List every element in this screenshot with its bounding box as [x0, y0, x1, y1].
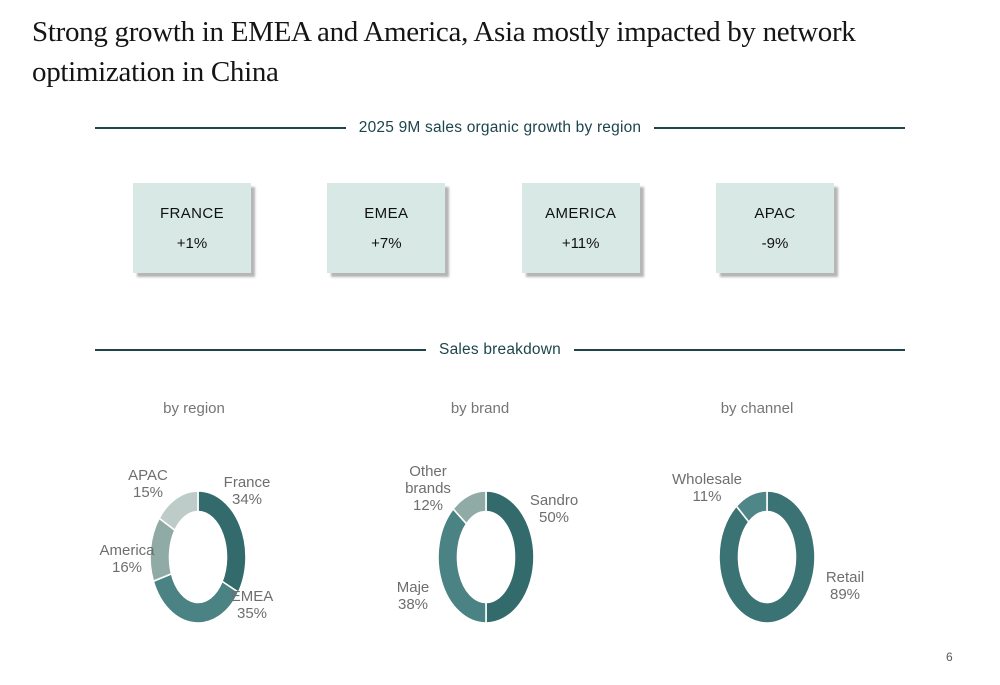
growth-box-france: FRANCE +1%: [133, 183, 251, 273]
donut-label-wholesale: Wholesale 11%: [672, 471, 742, 505]
donut-label-france: France 34%: [224, 474, 271, 508]
donut-label-text: America: [99, 542, 155, 559]
donut-label-text: Maje: [396, 579, 430, 596]
donut-label-sandro: Sandro 50%: [530, 492, 578, 526]
donut-slice-wholesale: [735, 490, 768, 524]
growth-boxes-row: FRANCE +1% EMEA +7% AMERICA +11% APAC -9…: [133, 183, 834, 273]
donut-label-pct: 89%: [829, 586, 861, 603]
growth-box-region-label: EMEA: [364, 204, 409, 222]
growth-box-value: +7%: [371, 234, 402, 252]
donut-slice-maje: [437, 507, 487, 624]
donut-chart-by-region: [149, 490, 247, 624]
growth-box-region-label: FRANCE: [159, 204, 225, 222]
growth-box-america: AMERICA +11%: [521, 183, 640, 273]
donut-label-text: France: [223, 474, 271, 491]
chart-subtitle-by-brand: by brand: [450, 400, 510, 417]
growth-box-value: +1%: [176, 234, 208, 252]
growth-box-apac: APAC -9%: [715, 183, 834, 273]
donut-label-text: Wholesale: [671, 471, 743, 488]
donut-label-pct: 11%: [692, 488, 722, 505]
section-header-growth: 2025 9M sales organic growth by region: [95, 119, 906, 137]
divider-line-right: [573, 349, 906, 351]
divider-line-left: [95, 349, 427, 351]
donut-label-retail: Retail 89%: [826, 569, 864, 603]
growth-box-emea: EMEA +7%: [327, 183, 446, 273]
donut-label-emea: EMEA 35%: [231, 588, 274, 622]
donut-label-pct: 16%: [111, 559, 143, 576]
donut-slice-sandro: [485, 490, 535, 624]
donut-label-america: America 16%: [99, 542, 154, 576]
donut-label-text: EMEA: [230, 588, 274, 605]
growth-box-region-label: APAC: [754, 204, 796, 222]
section-header-breakdown: Sales breakdown: [95, 341, 906, 359]
donut-slice-retail: [718, 490, 816, 624]
donut-label-text: Other brands: [405, 463, 451, 497]
growth-box-value: +11%: [561, 234, 600, 252]
donut-label-maje: Maje 38%: [397, 579, 430, 613]
donut-label-pct: 38%: [397, 596, 429, 613]
growth-box-region-label: AMERICA: [545, 204, 617, 222]
donut-label-text: Sandro: [529, 492, 579, 509]
donut-label-pct: 12%: [412, 497, 444, 514]
donut-label-apac: APAC 15%: [128, 467, 168, 501]
section-header-growth-label: 2025 9M sales organic growth by region: [358, 119, 642, 136]
section-header-breakdown-label: Sales breakdown: [439, 341, 561, 358]
chart-subtitle-by-region: by region: [163, 400, 225, 417]
donut-label-pct: 35%: [236, 605, 268, 622]
donut-label-pct: 50%: [538, 509, 570, 526]
donut-label-other-brands: Other brands 12%: [397, 463, 459, 514]
divider-line-right: [654, 127, 906, 129]
divider-line-left: [95, 127, 346, 129]
chart-subtitle-by-channel: by channel: [720, 400, 794, 417]
donut-label-pct: 34%: [231, 491, 263, 508]
donut-chart-by-brand: [437, 490, 535, 624]
slide-title: Strong growth in EMEA and America, Asia …: [32, 16, 856, 89]
donut-slice-apac: [158, 490, 199, 532]
growth-box-value: -9%: [761, 234, 789, 252]
donut-label-pct: 15%: [132, 484, 164, 501]
donut-chart-by-channel: [718, 490, 816, 624]
donut-slice-other-brands: [452, 490, 487, 526]
donut-label-text: Retail: [825, 569, 865, 586]
donut-label-text: APAC: [128, 467, 168, 484]
page-number: 6: [946, 650, 953, 664]
